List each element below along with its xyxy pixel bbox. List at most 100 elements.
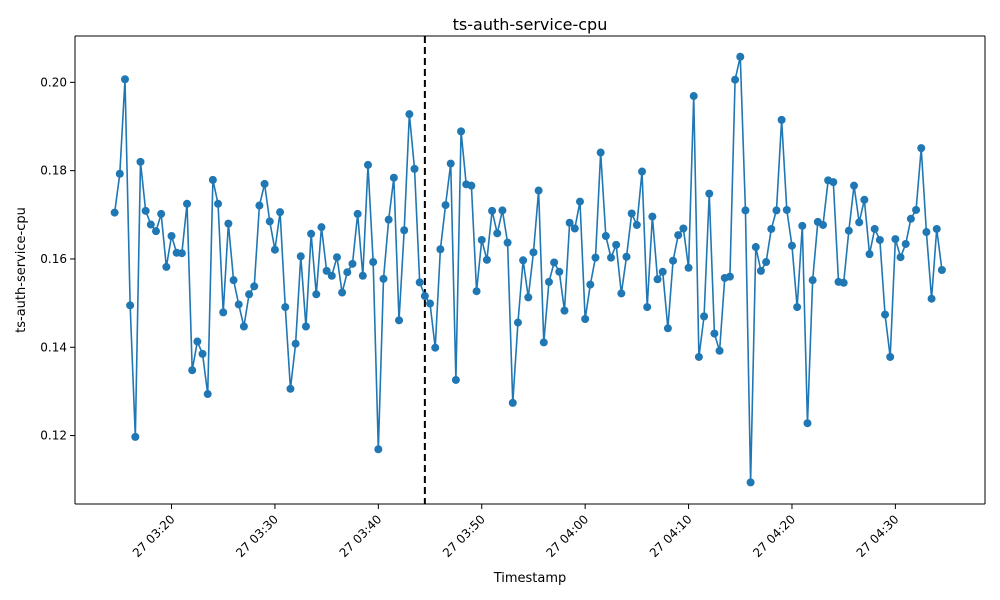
data-point: [912, 205, 921, 214]
data-point: [446, 159, 455, 168]
data-point: [596, 148, 605, 157]
data-point: [400, 226, 409, 235]
data-point: [276, 208, 285, 217]
data-point: [136, 157, 145, 166]
data-point: [643, 303, 652, 312]
data-point: [239, 322, 248, 331]
data-point: [917, 144, 926, 153]
data-point: [162, 262, 171, 271]
data-point: [146, 220, 155, 229]
data-point: [762, 258, 771, 267]
data-point: [177, 249, 186, 258]
data-point: [808, 276, 817, 285]
data-point: [265, 217, 274, 226]
data-point: [710, 329, 719, 338]
data-point: [120, 75, 129, 84]
data-point: [183, 199, 192, 208]
data-point: [544, 277, 553, 286]
data-point: [901, 239, 910, 248]
data-point: [343, 268, 352, 277]
data-point: [601, 232, 610, 240]
data-point: [524, 293, 533, 302]
data-point: [782, 205, 791, 214]
y-tick-label: 0.18: [40, 164, 67, 178]
data-point: [560, 306, 569, 315]
data-point: [389, 173, 398, 182]
data-point: [632, 220, 641, 229]
data-point: [322, 266, 331, 275]
data-point: [741, 206, 750, 215]
data-point: [793, 303, 802, 312]
data-point: [875, 235, 884, 244]
data-point: [467, 181, 476, 190]
data-point: [513, 318, 522, 327]
data-point: [301, 322, 310, 331]
data-point: [188, 366, 197, 375]
data-point: [581, 315, 590, 324]
data-point: [472, 287, 481, 296]
data-point: [818, 220, 827, 229]
data-point: [886, 352, 895, 361]
data-point: [508, 398, 517, 407]
data-point: [607, 253, 615, 262]
data-point: [312, 290, 321, 299]
data-point: [689, 92, 698, 101]
data-point: [803, 419, 812, 428]
data-point: [307, 229, 316, 238]
chart-title: ts-auth-service-cpu: [453, 15, 608, 34]
data-point: [591, 253, 600, 262]
y-tick-label: 0.14: [40, 340, 67, 354]
data-point: [219, 308, 228, 317]
data-point: [126, 301, 135, 310]
data-point: [937, 266, 946, 274]
data-point: [891, 235, 900, 244]
data-point: [669, 256, 678, 265]
data-point: [844, 226, 853, 235]
data-point: [374, 445, 383, 454]
data-point: [622, 252, 631, 261]
data-point: [332, 253, 341, 262]
data-point: [420, 292, 429, 301]
data-point: [839, 278, 848, 287]
data-point: [369, 258, 378, 267]
data-point: [115, 169, 124, 178]
data-point: [777, 115, 786, 124]
data-point: [131, 432, 140, 441]
data-point: [255, 201, 264, 210]
data-point: [798, 221, 807, 230]
data-point: [482, 255, 491, 264]
plot-frame: [74, 35, 986, 505]
data-point: [167, 232, 176, 240]
data-point: [431, 343, 440, 352]
data-point: [932, 224, 941, 233]
data-point: [327, 271, 336, 280]
data-point: [451, 375, 460, 384]
data-point: [457, 127, 466, 136]
data-point: [395, 316, 404, 325]
data-point: [865, 250, 874, 259]
data-point: [725, 272, 734, 281]
data-point: [663, 324, 672, 333]
data-point: [575, 197, 584, 206]
data-point: [731, 75, 740, 84]
y-tick-label: 0.20: [40, 75, 67, 89]
data-point: [565, 218, 574, 227]
data-point: [627, 209, 636, 218]
data-point: [296, 252, 305, 261]
data-point: [653, 275, 662, 284]
data-point: [110, 208, 119, 217]
data-point: [157, 209, 166, 218]
data-point: [679, 224, 688, 233]
data-point: [570, 224, 579, 233]
data-point: [317, 223, 326, 232]
data-point: [477, 235, 486, 244]
data-point: [338, 288, 347, 297]
data-point: [493, 229, 502, 238]
data-point: [503, 238, 512, 247]
data-point: [694, 352, 703, 361]
data-point: [648, 212, 657, 221]
data-point: [906, 214, 915, 223]
data-point: [441, 201, 450, 210]
data-point: [700, 312, 709, 321]
